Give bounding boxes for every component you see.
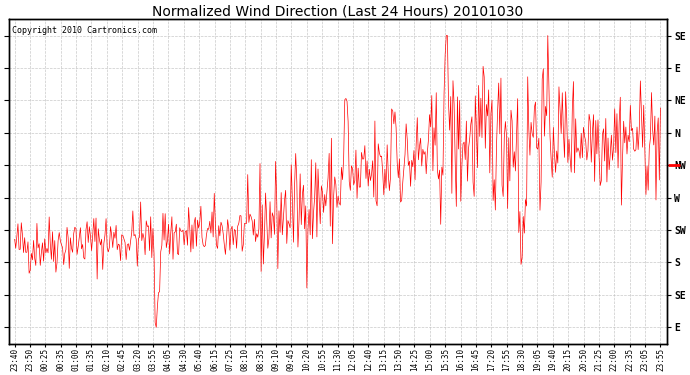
Title: Normalized Wind Direction (Last 24 Hours) 20101030: Normalized Wind Direction (Last 24 Hours… [152,4,524,18]
Text: Copyright 2010 Cartronics.com: Copyright 2010 Cartronics.com [12,26,157,35]
